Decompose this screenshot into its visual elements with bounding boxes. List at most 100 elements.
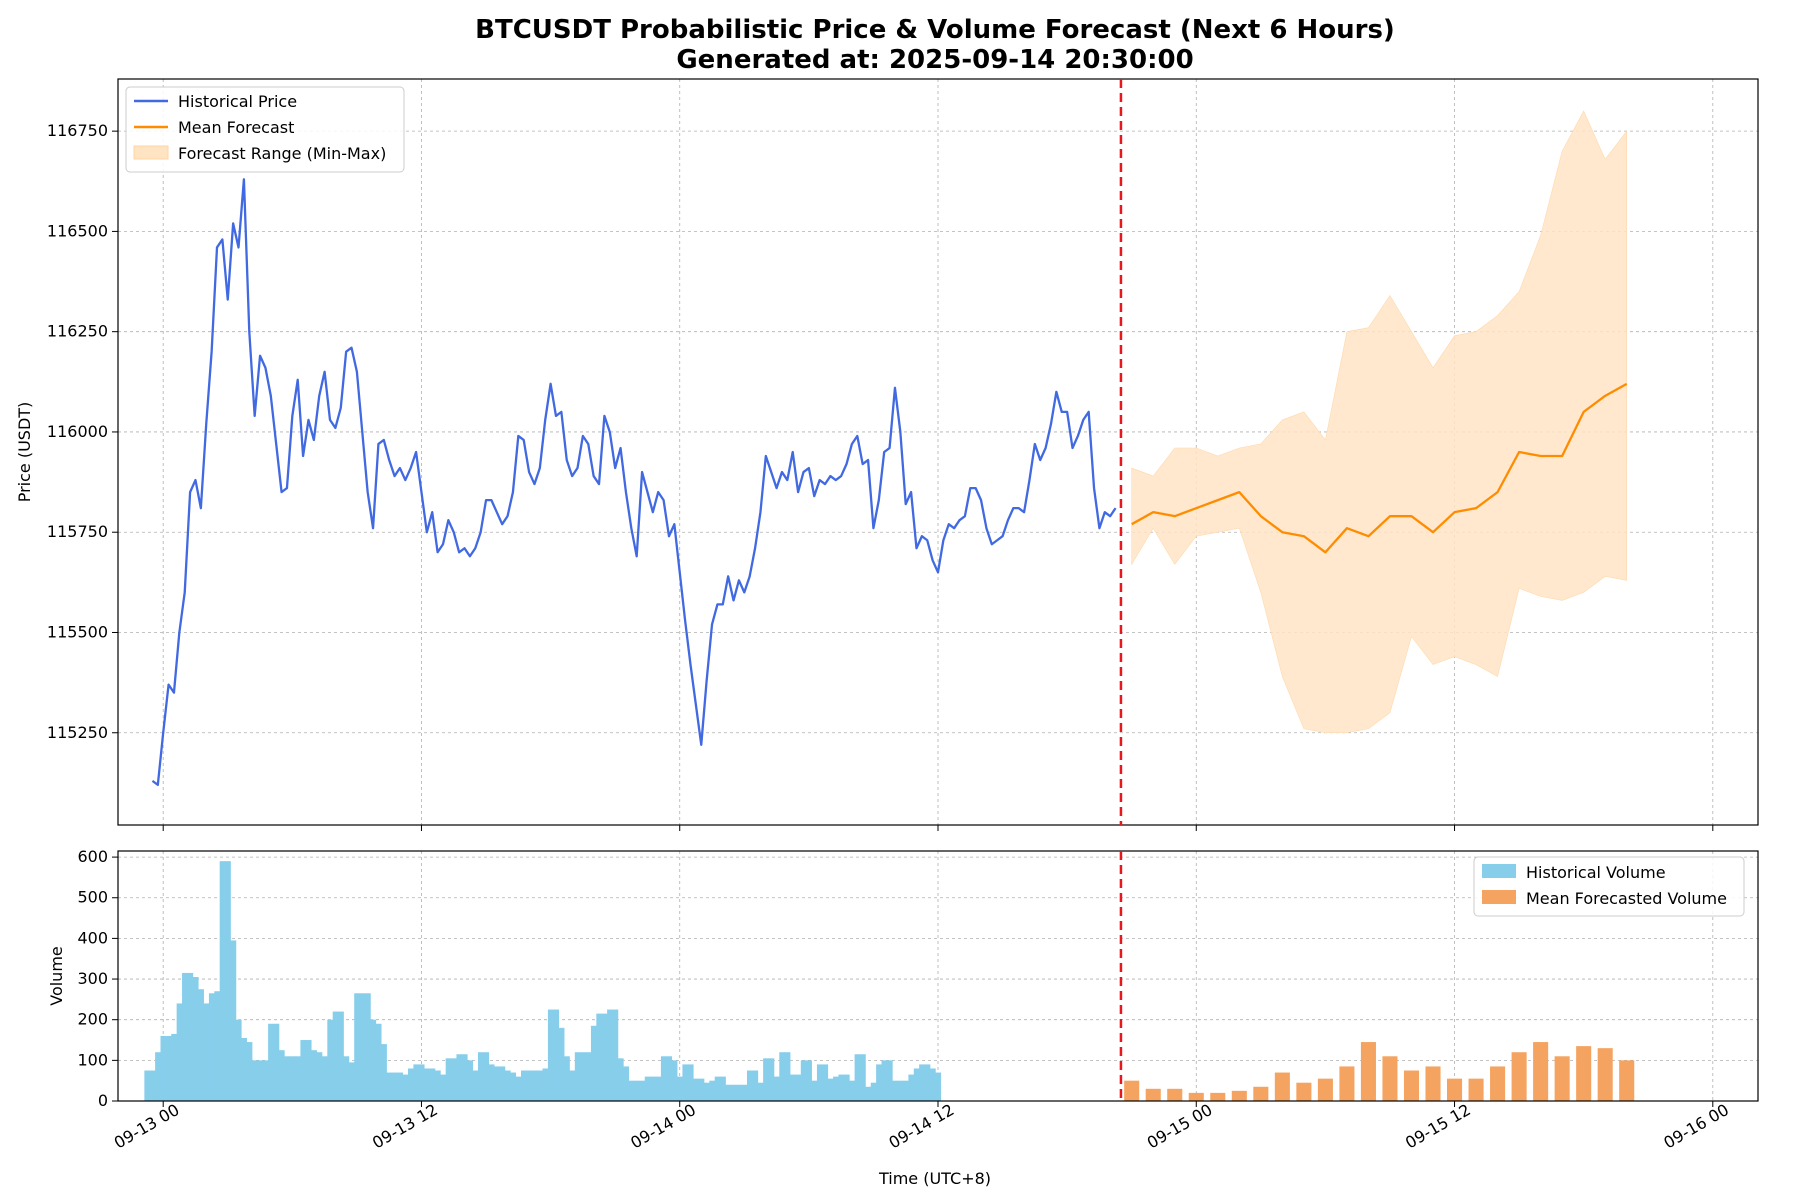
historical-volume-bar bbox=[208, 993, 215, 1101]
historical-volume-bar bbox=[703, 1082, 710, 1101]
historical-volume-bar bbox=[429, 1068, 436, 1101]
historical-volume-bar bbox=[278, 1050, 285, 1101]
forecast-volume-bar bbox=[1576, 1046, 1592, 1101]
historical-volume-bar bbox=[838, 1074, 845, 1101]
historical-volume-bar bbox=[203, 1003, 210, 1101]
historical-volume-bar bbox=[225, 861, 231, 1101]
historical-volume-bar bbox=[268, 1023, 274, 1101]
x-tick-label: 09-15 12 bbox=[1402, 1100, 1474, 1152]
historical-volume-bar bbox=[811, 1080, 818, 1101]
historical-volume-bar bbox=[644, 1076, 651, 1101]
historical-volume-bar bbox=[359, 993, 366, 1101]
historical-volume-bar bbox=[714, 1076, 721, 1101]
price-plot-frame bbox=[117, 78, 1759, 826]
historical-volume-bar bbox=[472, 1070, 479, 1101]
historical-volume-bar bbox=[451, 1058, 457, 1101]
mean-forecast-line bbox=[1131, 382, 1628, 554]
historical-volume-bar bbox=[698, 1078, 705, 1101]
historical-volume-bar bbox=[822, 1064, 829, 1101]
forecast-volume-bar bbox=[1382, 1056, 1398, 1101]
price-x-ticks bbox=[162, 825, 1714, 831]
historical-volume-bar bbox=[408, 1068, 414, 1101]
historical-volume-bar bbox=[617, 1058, 624, 1101]
historical-volume-bar bbox=[531, 1070, 538, 1101]
historical-volume-bar bbox=[569, 1070, 576, 1101]
historical-volume-bar bbox=[515, 1076, 522, 1101]
historical-volume-bar bbox=[720, 1076, 726, 1101]
historical-volume-bar bbox=[666, 1056, 673, 1101]
price-y-tick-label: 115500 bbox=[47, 622, 108, 641]
historical-volume-bar bbox=[870, 1082, 877, 1101]
historical-volume-bar bbox=[397, 1072, 404, 1101]
volume-y-tick-label: 500 bbox=[77, 888, 108, 907]
forecast-volume-bar bbox=[1231, 1090, 1247, 1101]
historical-volume-bar bbox=[806, 1060, 812, 1101]
volume-y-ticks: 0 100 200 300 400 500 600 bbox=[77, 847, 118, 1110]
historical-volume-bar bbox=[176, 1003, 183, 1101]
historical-volume-bar bbox=[305, 1040, 312, 1101]
forecast-volume-bar bbox=[1296, 1082, 1312, 1101]
forecast-volume-bar bbox=[1317, 1078, 1333, 1101]
historical-volume-bar bbox=[187, 972, 194, 1101]
historical-volume-bar bbox=[833, 1076, 839, 1101]
historical-volume-bar bbox=[725, 1084, 732, 1101]
historical-volume-bar bbox=[730, 1084, 737, 1101]
legend-historical-volume-swatch bbox=[1482, 864, 1516, 878]
historical-volume-bar bbox=[795, 1074, 802, 1101]
forecast-volume-bar bbox=[1188, 1092, 1204, 1101]
volume-y-tick-label: 200 bbox=[77, 1010, 108, 1029]
historical-volume-bar bbox=[364, 993, 371, 1101]
historical-volume-bar bbox=[311, 1050, 317, 1101]
price-series-lines bbox=[151, 178, 1628, 787]
historical-volume-bar bbox=[160, 1035, 167, 1101]
historical-volume-bar bbox=[499, 1066, 506, 1101]
forecast-range-band bbox=[1131, 110, 1628, 734]
historical-volume-bar bbox=[553, 1009, 560, 1101]
price-legend-box bbox=[125, 86, 405, 173]
x-tick-label: 09-13 12 bbox=[369, 1100, 441, 1152]
historical-volume-bar bbox=[445, 1058, 452, 1101]
historical-volume-bar bbox=[257, 1060, 264, 1101]
historical-volume-bar bbox=[273, 1023, 280, 1101]
price-y-tick-label: 116000 bbox=[47, 422, 108, 441]
historical-volume-bar bbox=[402, 1074, 409, 1101]
historical-volume-bar bbox=[558, 1027, 565, 1101]
historical-volume-bar bbox=[219, 861, 226, 1101]
historical-volume-bar bbox=[628, 1080, 635, 1101]
historical-volume-bar bbox=[633, 1080, 640, 1101]
legend-historical-volume-label: Historical Volume bbox=[1526, 863, 1666, 882]
volume-legend-box bbox=[1473, 856, 1745, 917]
price-legend: Historical Price Mean Forecast Forecast … bbox=[125, 86, 405, 173]
historical-volume-bar bbox=[935, 1072, 942, 1101]
forecast-volume-bar bbox=[1360, 1042, 1376, 1101]
historical-volume-bar bbox=[375, 1023, 382, 1101]
historical-volume-bar bbox=[547, 1009, 554, 1101]
volume-y-axis-label: Volume bbox=[47, 946, 66, 1006]
historical-volume-bar bbox=[171, 1033, 178, 1101]
historical-volume-bar bbox=[504, 1070, 511, 1101]
x-axis-label: Time (UTC+8) bbox=[878, 1169, 991, 1188]
forecast-volume-bar bbox=[1253, 1086, 1269, 1101]
historical-volume-bar bbox=[483, 1052, 490, 1101]
historical-volume-bar bbox=[246, 1042, 253, 1101]
volume-legend: Historical Volume Mean Forecasted Volume bbox=[1473, 856, 1745, 917]
historical-volume-bar bbox=[235, 1019, 242, 1101]
historical-volume-bar bbox=[521, 1070, 527, 1101]
forecast-volume-bar bbox=[1597, 1048, 1613, 1101]
x-tick-label: 09-15 00 bbox=[1144, 1100, 1216, 1152]
historical-volume-bar bbox=[381, 1044, 387, 1101]
historical-volume-bar bbox=[321, 1056, 328, 1101]
historical-volume-bar bbox=[650, 1076, 656, 1101]
historical-volume-bar bbox=[607, 1009, 613, 1101]
price-panel: 115250 115500 115750 116000 116250 116500 1167… bbox=[15, 78, 1759, 831]
historical-volume-bar bbox=[327, 1019, 334, 1101]
historical-volume-bar bbox=[763, 1058, 769, 1101]
historical-volume-bar bbox=[929, 1068, 936, 1101]
historical-price-line bbox=[151, 178, 1117, 787]
forecast-volume-bar bbox=[1468, 1078, 1484, 1101]
x-tick-label: 09-16 00 bbox=[1660, 1100, 1732, 1152]
historical-volume-bar bbox=[477, 1052, 484, 1101]
historical-volume-bar bbox=[370, 1019, 377, 1101]
historical-volume-bar bbox=[709, 1080, 716, 1101]
historical-volume-bar bbox=[897, 1080, 904, 1101]
